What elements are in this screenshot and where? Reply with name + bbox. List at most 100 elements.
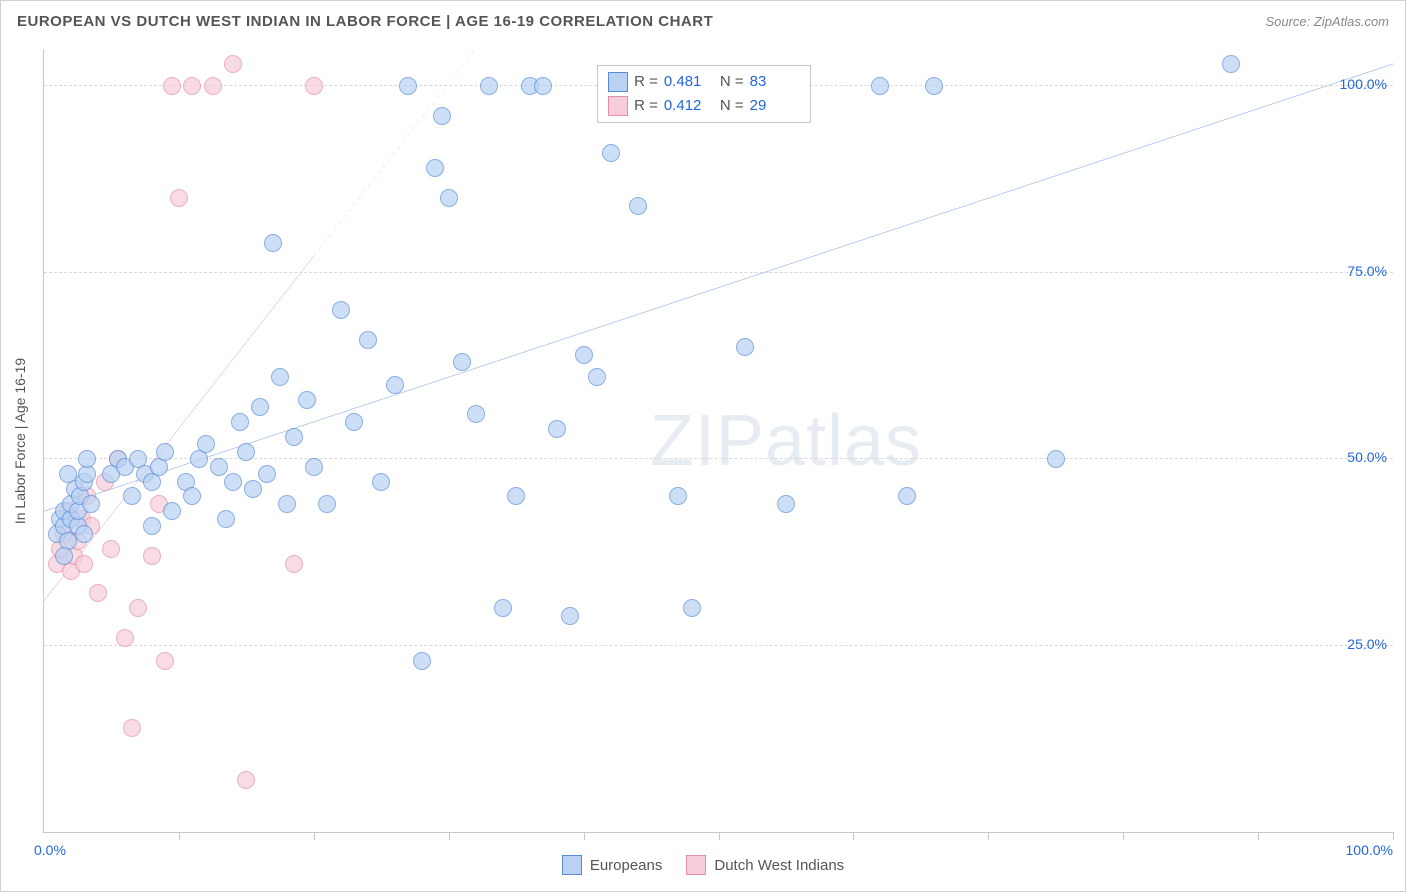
point-dwi (143, 547, 161, 565)
point-europeans (453, 353, 471, 371)
stat-value-n-europeans: 83 (750, 73, 800, 90)
point-europeans (480, 77, 498, 95)
point-europeans (372, 473, 390, 491)
y-axis-label: In Labor Force | Age 16-19 (12, 357, 28, 523)
point-europeans (534, 77, 552, 95)
x-tick (1393, 832, 1394, 840)
x-tick (988, 832, 989, 840)
point-europeans (548, 420, 566, 438)
point-europeans (386, 376, 404, 394)
point-dwi (116, 629, 134, 647)
y-tick-label: 25.0% (1347, 636, 1387, 652)
point-europeans (736, 338, 754, 356)
stats-swatch-dwi (608, 96, 628, 116)
legend-swatch-dwi (686, 855, 706, 875)
point-europeans (163, 502, 181, 520)
x-tick (1123, 832, 1124, 840)
x-tick (1258, 832, 1259, 840)
stat-value-r-europeans: 0.481 (664, 73, 714, 90)
point-europeans (143, 517, 161, 535)
point-europeans (1047, 450, 1065, 468)
point-europeans (433, 107, 451, 125)
point-dwi (183, 77, 201, 95)
point-europeans (561, 607, 579, 625)
point-europeans (285, 428, 303, 446)
point-dwi (75, 555, 93, 573)
point-europeans (898, 487, 916, 505)
point-europeans (777, 495, 795, 513)
point-europeans (231, 413, 249, 431)
point-europeans (156, 443, 174, 461)
point-dwi (204, 77, 222, 95)
point-europeans (224, 473, 242, 491)
regression-line-dwi (44, 256, 314, 601)
x-tick (449, 832, 450, 840)
regression-lines-layer (44, 49, 1393, 832)
point-europeans (629, 197, 647, 215)
point-dwi (170, 189, 188, 207)
point-europeans (345, 413, 363, 431)
point-europeans (55, 547, 73, 565)
stat-label-n: N = (720, 73, 744, 90)
point-dwi (224, 55, 242, 73)
point-europeans (237, 443, 255, 461)
point-europeans (78, 450, 96, 468)
source-label: Source: ZipAtlas.com (1265, 14, 1389, 29)
point-europeans (1222, 55, 1240, 73)
point-europeans (123, 487, 141, 505)
stat-label-r: R = (634, 73, 658, 90)
point-dwi (285, 555, 303, 573)
point-europeans (59, 465, 77, 483)
y-tick-label: 50.0% (1347, 449, 1387, 465)
x-tick (584, 832, 585, 840)
gridline-h (44, 272, 1393, 273)
point-europeans (318, 495, 336, 513)
legend-swatch-europeans (562, 855, 582, 875)
x-tick (314, 832, 315, 840)
point-europeans (494, 599, 512, 617)
point-europeans (305, 458, 323, 476)
point-dwi (156, 652, 174, 670)
point-europeans (399, 77, 417, 95)
gridline-h (44, 645, 1393, 646)
point-europeans (440, 189, 458, 207)
point-dwi (123, 719, 141, 737)
legend-label-dwi: Dutch West Indians (714, 857, 844, 874)
point-europeans (413, 652, 431, 670)
regression-line-dwi-extrapolated (314, 49, 476, 256)
point-europeans (332, 301, 350, 319)
point-europeans (264, 234, 282, 252)
stats-row-dwi: R = 0.412 N = 29 (608, 94, 800, 118)
chart-container: EUROPEAN VS DUTCH WEST INDIAN IN LABOR F… (0, 0, 1406, 892)
point-europeans (359, 331, 377, 349)
point-dwi (102, 540, 120, 558)
point-europeans (669, 487, 687, 505)
point-europeans (210, 458, 228, 476)
point-europeans (602, 144, 620, 162)
point-europeans (925, 77, 943, 95)
series-legend: Europeans Dutch West Indians (1, 855, 1405, 875)
stat-value-r-dwi: 0.412 (664, 97, 714, 114)
point-europeans (217, 510, 235, 528)
point-europeans (271, 368, 289, 386)
point-dwi (237, 771, 255, 789)
legend-item-europeans: Europeans (562, 855, 663, 875)
legend-label-europeans: Europeans (590, 857, 663, 874)
point-dwi (305, 77, 323, 95)
stat-label-r: R = (634, 97, 658, 114)
point-europeans (82, 495, 100, 513)
stat-label-n: N = (720, 97, 744, 114)
point-dwi (129, 599, 147, 617)
stat-value-n-dwi: 29 (750, 97, 800, 114)
point-europeans (244, 480, 262, 498)
point-dwi (89, 584, 107, 602)
point-europeans (278, 495, 296, 513)
title-bar: EUROPEAN VS DUTCH WEST INDIAN IN LABOR F… (17, 13, 1389, 30)
point-europeans (426, 159, 444, 177)
point-europeans (75, 525, 93, 543)
point-europeans (183, 487, 201, 505)
x-tick (719, 832, 720, 840)
x-tick (179, 832, 180, 840)
point-europeans (683, 599, 701, 617)
point-europeans (507, 487, 525, 505)
